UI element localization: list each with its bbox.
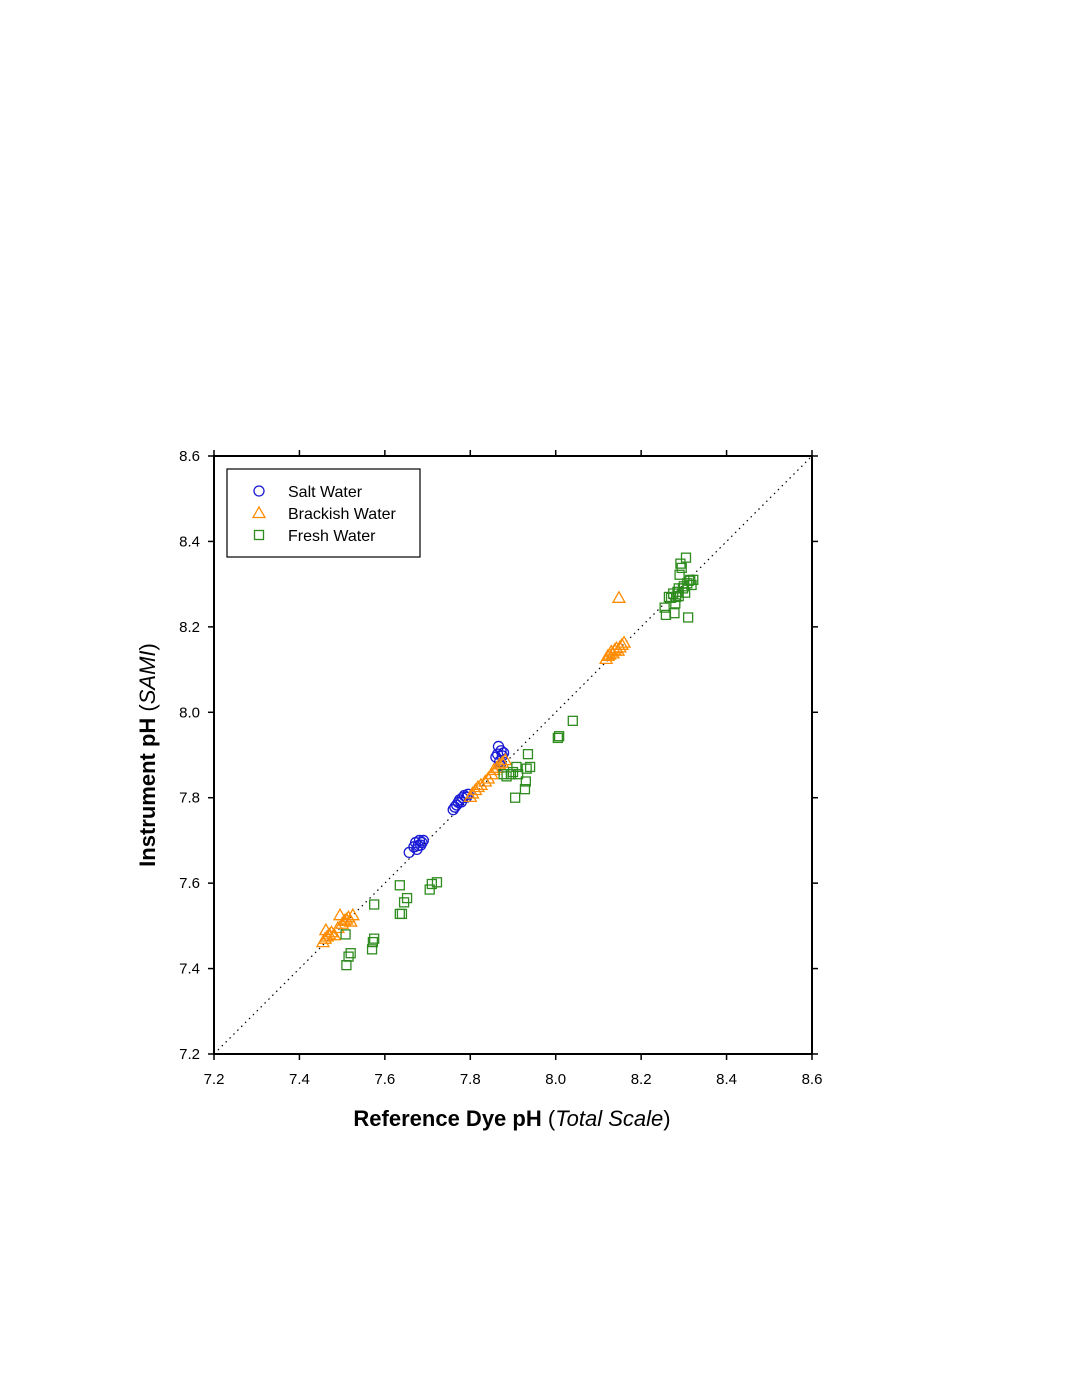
legend-label: Fresh Water — [288, 528, 376, 545]
y-tick-label: 8.0 — [179, 704, 200, 721]
data-point — [401, 892, 413, 904]
x-axis-title: Reference Dye pH (Total Scale) — [353, 1106, 670, 1131]
data-point — [345, 948, 356, 959]
y-tick-label: 8.2 — [179, 619, 200, 636]
y-tick-label: 8.6 — [179, 448, 200, 465]
legend-label: Brackish Water — [288, 506, 397, 523]
y-axis-title: Instrument pH (SAMI) — [135, 643, 160, 867]
x-tick-label: 7.6 — [374, 1071, 395, 1088]
data-point — [343, 951, 354, 962]
data-point — [511, 761, 522, 773]
identity-reference-line — [213, 455, 813, 1055]
y-tick-label: 7.8 — [179, 790, 200, 807]
data-point — [491, 748, 504, 760]
data-point — [522, 748, 534, 760]
data-point — [498, 752, 513, 766]
y-tick-label: 7.6 — [179, 875, 200, 892]
data-point — [396, 908, 408, 920]
x-tick-label: 8.2 — [631, 1071, 652, 1088]
y-axis-ticks: 7.2 7.4 7.6 7.8 8.0 8.2 8.4 8.6 — [179, 448, 818, 1063]
data-point — [340, 929, 351, 940]
data-point — [521, 763, 532, 774]
y-tick-label: 8.4 — [179, 533, 200, 550]
data-point — [520, 776, 531, 787]
data-point — [317, 931, 333, 944]
data-point — [505, 769, 517, 780]
data-point — [674, 569, 685, 580]
data-point — [616, 635, 632, 648]
legend-label: Salt Water — [288, 484, 363, 501]
data-point — [553, 731, 565, 742]
data-point — [465, 786, 480, 799]
x-tick-label: 8.6 — [802, 1071, 823, 1088]
data-point — [495, 755, 510, 768]
data-point — [614, 637, 630, 650]
data-point — [682, 612, 694, 623]
y-tick-label: 7.4 — [179, 961, 200, 978]
data-point — [473, 777, 489, 791]
data-point — [688, 574, 699, 586]
data-point — [481, 771, 496, 784]
data-point — [366, 944, 378, 955]
x-tick-label: 7.2 — [204, 1071, 225, 1088]
data-point — [330, 920, 345, 934]
data-point — [417, 834, 429, 847]
data-point — [680, 552, 692, 563]
data-point — [324, 924, 339, 938]
legend-marker — [253, 529, 265, 541]
data-point — [669, 608, 680, 619]
data-point — [369, 899, 380, 910]
x-tick-label: 8.0 — [545, 1071, 566, 1088]
data-point — [492, 757, 507, 770]
data-point — [413, 834, 426, 847]
data-point — [367, 936, 379, 948]
data-point — [524, 761, 536, 773]
data-point — [509, 792, 521, 803]
data-point — [424, 884, 435, 895]
legend-box — [226, 468, 421, 558]
data-point — [600, 648, 615, 662]
legend-marker — [253, 485, 265, 497]
series-fresh-water — [340, 552, 699, 971]
data-point — [343, 914, 358, 927]
data-point — [318, 922, 334, 936]
data-point — [345, 907, 360, 921]
data-point — [394, 880, 405, 891]
data-point — [332, 907, 348, 921]
y-tick-label: 7.2 — [179, 1046, 200, 1063]
data-point — [512, 769, 524, 780]
data-point — [416, 836, 428, 849]
data-point — [495, 745, 507, 757]
x-tick-label: 7.8 — [460, 1071, 481, 1088]
data-point — [673, 590, 684, 602]
data-point — [567, 715, 578, 726]
legend: Salt Water Brackish Water Fresh Water — [226, 468, 421, 558]
data-point — [519, 784, 531, 795]
data-point — [659, 602, 670, 613]
legend-marker — [251, 505, 267, 519]
data-point — [611, 590, 627, 603]
data-point — [676, 562, 687, 574]
x-axis-ticks: 7.2 7.4 7.6 7.8 8.0 8.2 8.4 8.6 — [204, 450, 823, 1088]
series-brackish-water — [315, 590, 632, 948]
data-point — [478, 774, 493, 787]
data-point — [369, 933, 380, 944]
x-tick-label: 7.4 — [289, 1071, 310, 1088]
data-point — [670, 598, 681, 609]
plot-frame — [213, 455, 813, 1055]
data-point — [552, 732, 563, 744]
data-points — [315, 552, 699, 971]
data-point — [431, 877, 443, 888]
x-tick-label: 8.4 — [716, 1071, 737, 1088]
